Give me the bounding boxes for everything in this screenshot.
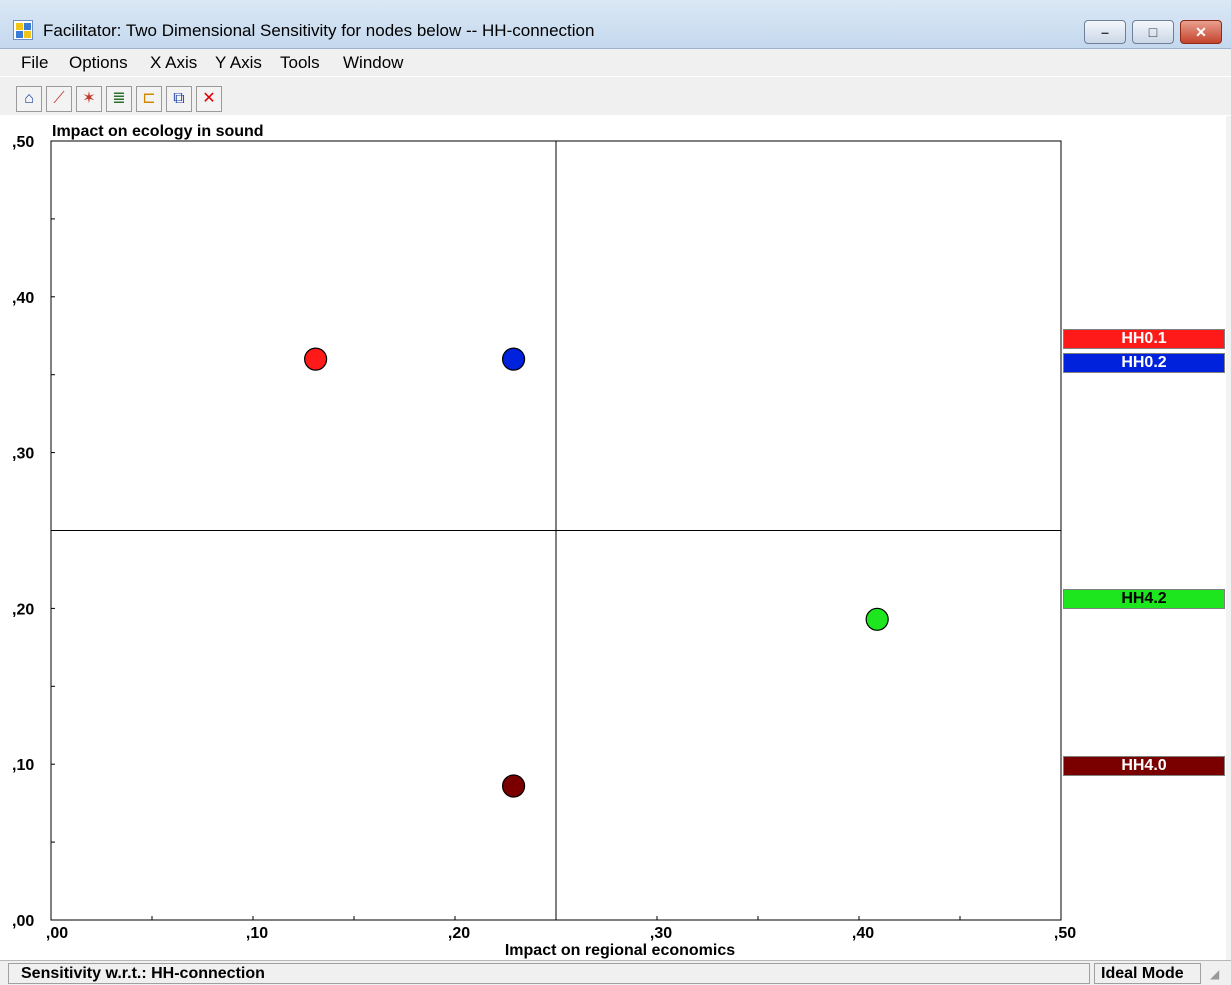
y-tick-label: ,20 bbox=[12, 601, 34, 618]
line-graph-tool-button[interactable]: ⟋ bbox=[46, 86, 72, 112]
crossing-lines-tool-button[interactable]: ✶ bbox=[76, 86, 102, 112]
y-axis-label: Impact on ecology in sound bbox=[52, 123, 264, 140]
tree-tool-button[interactable]: ⊏ bbox=[136, 86, 162, 112]
stack-tool-button[interactable]: ≣ bbox=[106, 86, 132, 112]
legend-item-hh0-1[interactable]: HH0.1 bbox=[1063, 329, 1225, 350]
tree-icon: ⊏ bbox=[142, 90, 156, 107]
x-tick-label: ,20 bbox=[448, 925, 470, 942]
y-tick-label: ,50 bbox=[12, 134, 34, 151]
home-icon: ⌂ bbox=[24, 90, 34, 107]
menu-x-axis[interactable]: X Axis bbox=[150, 53, 198, 72]
menu-tools[interactable]: Tools bbox=[280, 53, 320, 72]
windows-icon: ⧉ bbox=[173, 90, 185, 107]
minimize-button[interactable]: – bbox=[1084, 20, 1126, 44]
x-tick-label: ,00 bbox=[46, 925, 68, 942]
sensitivity-plot-region: ,00 ,10 ,20 ,30 ,40 ,50 ,00 ,10 ,20 ,30 ,40 ,50 Impa… bbox=[0, 116, 1231, 960]
home-tool-button[interactable]: ⌂ bbox=[16, 86, 42, 112]
x-tick-label: ,30 bbox=[650, 925, 672, 942]
status-sensitivity-text: Sensitivity w.r.t.: HH-connection bbox=[8, 963, 1090, 984]
menu-window[interactable]: Window bbox=[343, 53, 404, 72]
menu-bar: File Options X Axis Y Axis Tools Window bbox=[0, 49, 1231, 76]
y-tick-label: ,10 bbox=[12, 757, 34, 774]
maximize-button[interactable]: □ bbox=[1132, 20, 1174, 44]
minimize-icon: – bbox=[1101, 24, 1109, 40]
menu-options[interactable]: Options bbox=[69, 53, 128, 72]
menu-file[interactable]: File bbox=[21, 53, 49, 72]
data-point-hh0-1 bbox=[304, 347, 328, 371]
app-icon[interactable] bbox=[13, 20, 33, 40]
resize-grip-icon[interactable]: ◢ bbox=[1210, 967, 1220, 981]
windows-tool-button[interactable]: ⧉ bbox=[166, 86, 192, 112]
legend-item-hh4-0[interactable]: HH4.0 bbox=[1063, 756, 1225, 776]
x-tick-label: ,10 bbox=[246, 925, 268, 942]
data-point-hh0-2 bbox=[501, 347, 526, 371]
legend-item-hh4-2[interactable]: HH4.2 bbox=[1063, 589, 1225, 610]
title-bar[interactable]: Facilitator: Two Dimensional Sensitivity… bbox=[0, 0, 1231, 49]
close-icon: ✕ bbox=[1195, 23, 1207, 40]
close-button[interactable]: ✕ bbox=[1180, 20, 1222, 44]
maximize-icon: □ bbox=[1148, 24, 1158, 40]
menu-y-axis[interactable]: Y Axis bbox=[215, 53, 262, 72]
x-axis-label: Impact on regional economics bbox=[505, 942, 735, 959]
window-title: Facilitator: Two Dimensional Sensitivity… bbox=[43, 21, 595, 40]
close-x-tool-button[interactable]: ✕ bbox=[196, 86, 222, 112]
data-point-hh4-2 bbox=[865, 607, 889, 631]
legend-item-hh0-2[interactable]: HH0.2 bbox=[1063, 353, 1225, 374]
status-mode-text: Ideal Mode bbox=[1094, 963, 1201, 984]
close-x-icon: ✕ bbox=[202, 90, 216, 107]
window-edge bbox=[1226, 116, 1231, 960]
toolbar: ⌂ ⟋ ✶ ≣ ⊏ ⧉ ✕ bbox=[0, 77, 1231, 115]
line-graph-icon: ⟋ bbox=[53, 90, 65, 107]
data-point-hh4-0 bbox=[501, 774, 526, 798]
x-tick-label: ,40 bbox=[852, 925, 874, 942]
status-bar: Sensitivity w.r.t.: HH-connection Ideal … bbox=[0, 960, 1231, 985]
x-tick-label: ,50 bbox=[1054, 925, 1076, 942]
crossing-lines-icon: ✶ bbox=[82, 90, 96, 107]
stack-icon: ≣ bbox=[112, 90, 126, 107]
y-tick-label: ,40 bbox=[12, 290, 34, 307]
y-tick-label: ,00 bbox=[12, 913, 34, 930]
y-tick-label: ,30 bbox=[12, 446, 34, 463]
sensitivity-scatter-chart: ,00 ,10 ,20 ,30 ,40 ,50 ,00 ,10 ,20 ,30 ,40 ,50 Impa… bbox=[12, 123, 1076, 959]
